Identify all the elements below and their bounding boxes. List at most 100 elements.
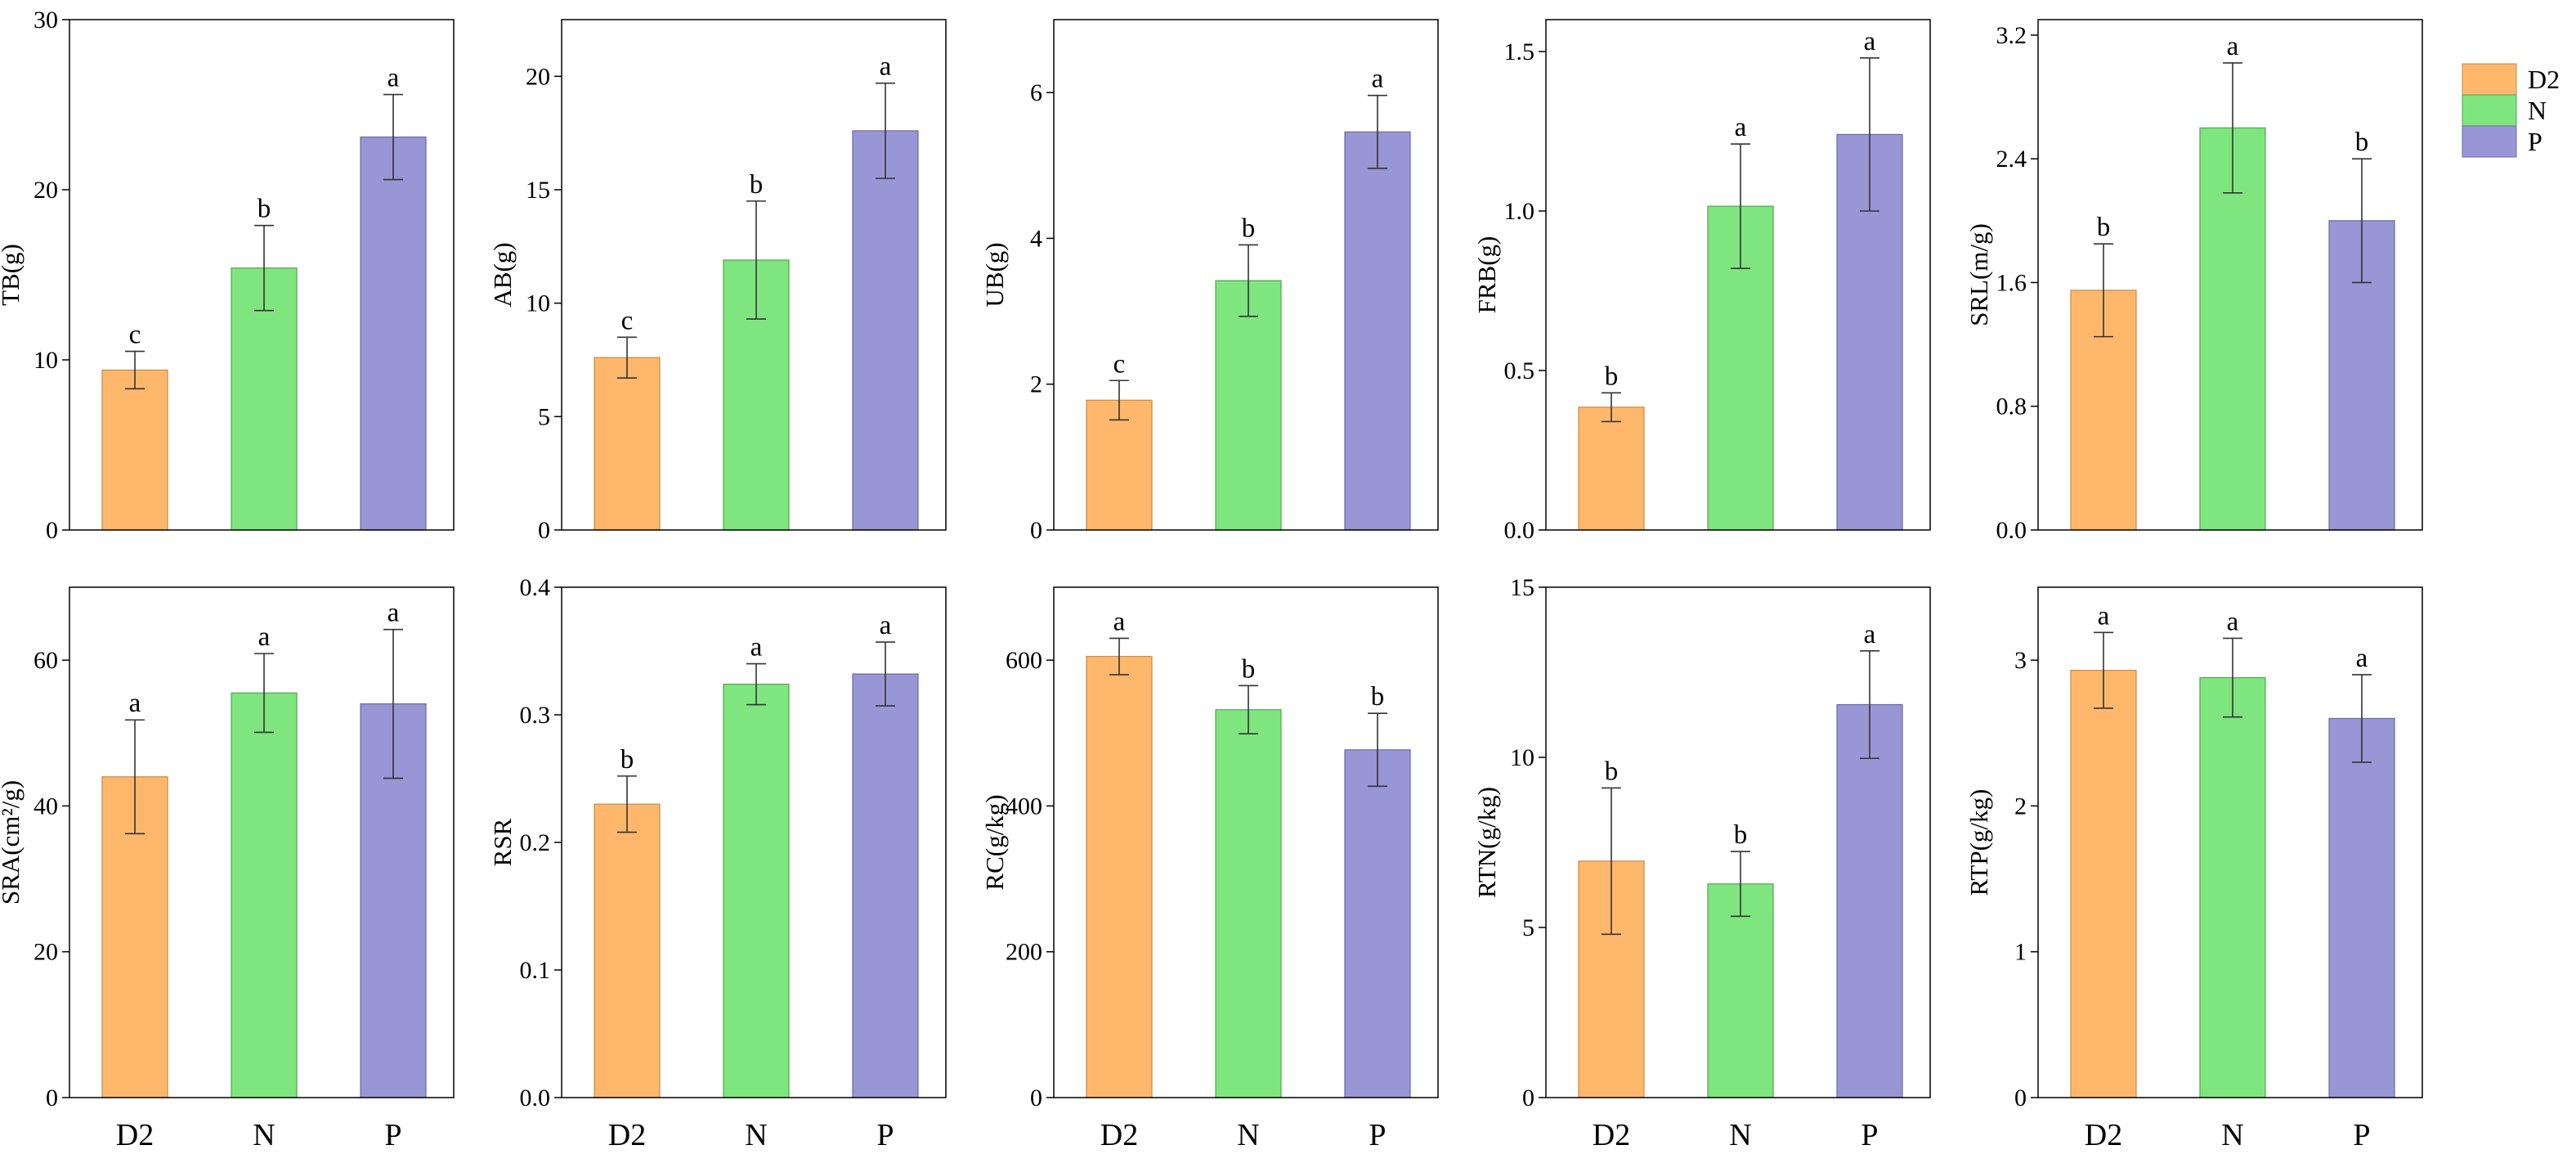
y-tick-label: 5 — [1522, 914, 1534, 941]
plot-frame — [69, 19, 455, 531]
legend-swatch-n — [2462, 94, 2517, 127]
bar-n — [1707, 883, 1774, 1098]
legend-label-d2: D2 — [2528, 65, 2560, 94]
significance-label: c — [1113, 349, 1126, 379]
significance-label: b — [1734, 820, 1748, 850]
panel-ub: c b a 0 2 4 6 UB(g) — [980, 19, 1439, 544]
x-category-label-d2: D2 — [2085, 1118, 2122, 1152]
y-tick-label: 30 — [34, 7, 58, 34]
significance-label: a — [750, 633, 763, 662]
y-tick-label: 0.0 — [1504, 517, 1535, 544]
significance-label: a — [1735, 113, 1747, 142]
y-tick-label: 20 — [34, 939, 58, 966]
significance-label: b — [1605, 757, 1619, 786]
bar-d2 — [2070, 670, 2137, 1098]
y-tick-label: 0.3 — [520, 702, 551, 729]
y-tick-label: 3 — [2014, 647, 2027, 674]
y-tick-label: 0.5 — [1504, 357, 1535, 384]
significance-label: b — [258, 195, 271, 224]
significance-label: a — [880, 611, 892, 640]
significance-label: b — [750, 170, 764, 200]
y-axis-label: UB(g) — [980, 242, 1009, 307]
significance-label: a — [258, 622, 271, 652]
significance-label: a — [1864, 620, 1876, 649]
y-tick-label: 20 — [34, 177, 58, 204]
bar-d2 — [1086, 399, 1153, 531]
bar-d2 — [594, 357, 661, 531]
x-category-label-n: N — [1729, 1118, 1751, 1152]
y-axis-label: RTP(g/kg) — [1964, 789, 1993, 896]
y-tick-label: 1.0 — [1504, 198, 1535, 225]
panel-rc: a b b 0 200 400 600 RC(g/kg) D2 N P — [980, 586, 1439, 1152]
bar-n — [231, 267, 298, 531]
bar-d2 — [594, 803, 661, 1098]
x-category-label-n: N — [2221, 1118, 2243, 1152]
significance-label: a — [2227, 607, 2239, 636]
y-tick-label: 15 — [526, 177, 550, 204]
plot-frame — [1545, 19, 1931, 531]
legend-label-p: P — [2528, 127, 2542, 156]
bar-d2 — [101, 369, 168, 531]
y-axis-label: RTN(g/kg) — [1472, 787, 1501, 898]
y-axis-label: FRB(g) — [1472, 236, 1501, 314]
bar-p — [852, 673, 919, 1098]
y-tick-label: 15 — [1510, 574, 1534, 601]
y-tick-label: 1.6 — [1996, 269, 2027, 296]
bar-n — [1215, 280, 1282, 531]
legend-label-n: N — [2528, 96, 2547, 125]
y-tick-label: 1.5 — [1504, 38, 1535, 65]
x-category-label-d2: D2 — [1593, 1118, 1630, 1152]
panel-tb: c b a 0 10 20 30 TB(g) — [0, 7, 455, 544]
x-category-label-n: N — [1237, 1118, 1259, 1152]
y-tick-label: 60 — [34, 647, 58, 674]
x-category-label-n: N — [745, 1118, 767, 1152]
x-category-label-p: P — [2353, 1118, 2370, 1152]
bar-p — [360, 136, 427, 531]
y-tick-label: 0.0 — [520, 1084, 551, 1111]
bar-p — [1344, 749, 1411, 1098]
y-tick-label: 400 — [1006, 793, 1042, 820]
significance-label: a — [1113, 607, 1126, 636]
y-tick-label: 20 — [526, 63, 550, 90]
significance-label: b — [1242, 213, 1256, 243]
y-tick-label: 40 — [34, 793, 58, 820]
y-tick-label: 200 — [1006, 939, 1042, 966]
significance-label: a — [1864, 27, 1876, 56]
y-tick-label: 2.4 — [1996, 146, 2027, 173]
x-category-label-d2: D2 — [608, 1118, 646, 1152]
x-category-label-d2: D2 — [116, 1118, 154, 1152]
y-tick-label: 10 — [1510, 744, 1534, 771]
y-tick-label: 1 — [2014, 939, 2027, 966]
significance-label: a — [2098, 601, 2110, 631]
plot-frame — [2037, 586, 2423, 1098]
significance-label: a — [2356, 644, 2368, 673]
plot-frame — [1053, 19, 1439, 531]
legend-swatch-d2 — [2462, 63, 2517, 96]
x-category-label-p: P — [384, 1118, 401, 1152]
plot-frame — [1545, 586, 1931, 1098]
y-tick-label: 0.1 — [520, 957, 551, 984]
panel-frb: b a a 0.0 0.5 1.0 1.5 FRB(g) — [1472, 19, 1931, 544]
significance-label: a — [1372, 65, 1384, 94]
panel-rsr: b a a 0.0 0.1 0.2 0.3 0.4 RSR D2 N P — [488, 574, 947, 1152]
plot-frame — [69, 586, 455, 1098]
plot-frame — [561, 19, 947, 531]
y-tick-label: 0.0 — [1996, 517, 2027, 544]
significance-label: c — [129, 321, 141, 350]
x-category-label-n: N — [253, 1118, 275, 1152]
y-tick-label: 0 — [538, 517, 550, 544]
bar-d2 — [1578, 406, 1645, 531]
y-tick-label: 2 — [1030, 371, 1042, 398]
panel-srl: b a b 0.0 0.8 1.6 2.4 3.2 SRL(m/g) — [1964, 19, 2423, 544]
bar-p — [1344, 131, 1411, 531]
panel-rtn: b b a 0 5 10 15 RTN(g/kg) D2 N P — [1472, 574, 1931, 1152]
y-tick-label: 4 — [1030, 225, 1042, 252]
y-tick-label: 0 — [1522, 1084, 1534, 1111]
bar-n — [2199, 127, 2266, 531]
bar-n — [1215, 709, 1282, 1098]
y-axis-label: AB(g) — [488, 242, 517, 307]
y-axis-label: RSR — [488, 818, 517, 866]
bar-p — [1836, 703, 1903, 1098]
